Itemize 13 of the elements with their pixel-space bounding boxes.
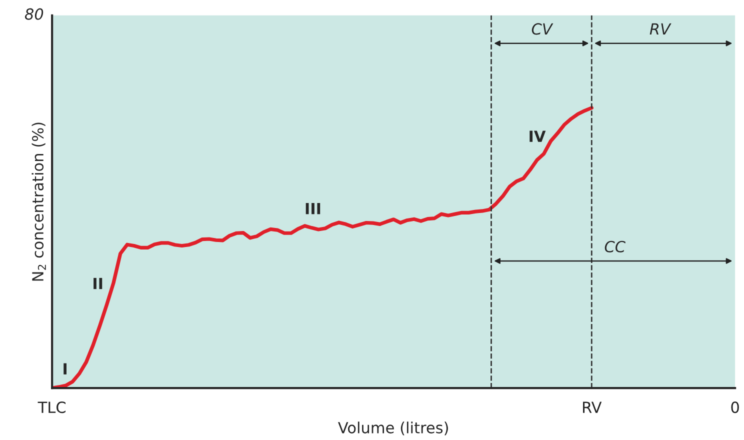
y-axis-title: N$_{2}$ concentration (%) xyxy=(32,122,46,281)
annotation: IV xyxy=(530,130,546,142)
text: RV xyxy=(650,23,672,35)
annotation: II xyxy=(94,278,102,290)
x-axis-title: Volume (litres) xyxy=(338,422,448,436)
text: 80 xyxy=(24,8,44,20)
x-tick-label: 0 xyxy=(731,402,739,414)
annotation: CC xyxy=(604,240,626,252)
x-tick-label: TLC xyxy=(38,402,66,414)
x-tick-label: RV xyxy=(583,402,602,413)
annotation: I xyxy=(64,363,66,374)
annotation: III xyxy=(306,203,320,214)
text: CV xyxy=(532,23,554,35)
